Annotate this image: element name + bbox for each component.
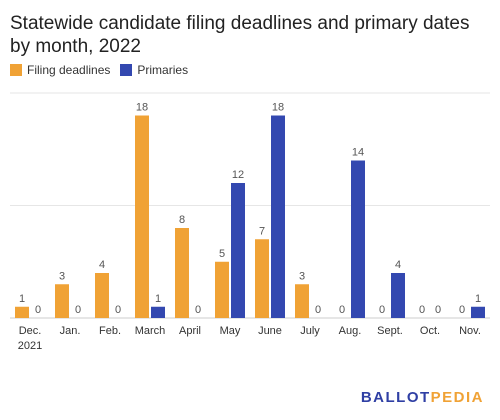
x-tick-label: Dec.: [19, 325, 42, 337]
x-tick-label: Feb.: [99, 325, 121, 337]
data-label: 0: [435, 304, 441, 316]
data-label: 3: [59, 270, 65, 282]
data-label: 0: [339, 304, 345, 316]
data-label: 4: [99, 259, 105, 271]
data-label: 18: [136, 102, 148, 114]
bar-primaries: [151, 306, 165, 318]
legend-label-filing-deadlines: Filing deadlines: [27, 63, 111, 77]
data-label: 0: [115, 304, 121, 316]
bar-filing-deadlines: [135, 115, 149, 318]
bar-filing-deadlines: [255, 239, 269, 318]
data-label: 1: [19, 293, 25, 305]
x-tick-label: Sept.: [377, 325, 403, 337]
ballotpedia-logo: BALLOTPEDIA: [360, 389, 484, 406]
data-label: 1: [475, 293, 481, 305]
data-label: 0: [459, 304, 465, 316]
bar-filing-deadlines: [215, 261, 229, 318]
data-label: 8: [179, 214, 185, 226]
data-label: 18: [272, 102, 284, 114]
data-label: 1: [155, 293, 161, 305]
bar-filing-deadlines: [175, 228, 189, 318]
bar-filing-deadlines: [295, 284, 309, 318]
legend: Filing deadlines Primaries: [10, 62, 198, 78]
legend-label-primaries: Primaries: [137, 63, 189, 77]
data-label: 0: [379, 304, 385, 316]
legend-item-filing-deadlines: Filing deadlines: [10, 63, 110, 77]
legend-swatch-primaries: [120, 64, 133, 76]
data-label: 0: [75, 304, 81, 316]
data-label: 12: [232, 169, 244, 181]
legend-item-primaries: Primaries: [120, 63, 188, 77]
data-label: 14: [352, 147, 364, 159]
x-tick-label: Oct.: [420, 325, 440, 337]
data-label: 0: [35, 304, 41, 316]
x-tick-label: July: [300, 325, 320, 337]
data-label: 3: [299, 270, 305, 282]
bar-filing-deadlines: [15, 306, 29, 318]
legend-swatch-filing-deadlines: [10, 64, 22, 76]
bar-primaries: [351, 160, 365, 318]
bar-filing-deadlines: [95, 273, 109, 318]
data-label: 7: [259, 225, 265, 237]
data-label: 5: [219, 248, 225, 260]
chart-title: Statewide candidate filing deadlines and…: [10, 13, 470, 57]
x-tick-label: Nov.: [459, 325, 481, 337]
x-tick-label: June: [258, 325, 282, 337]
x-tick-label: Jan.: [60, 325, 81, 337]
data-label: 0: [419, 304, 425, 316]
data-label: 0: [195, 304, 201, 316]
bar-primaries: [391, 273, 405, 318]
x-tick-label: April: [179, 325, 201, 337]
x-tick-label: 2021: [18, 340, 42, 352]
bar-filing-deadlines: [55, 284, 69, 318]
x-tick-label: Aug.: [339, 325, 362, 337]
bar-primaries: [231, 183, 245, 318]
x-tick-label: May: [220, 325, 241, 337]
data-label: 0: [315, 304, 321, 316]
x-tick-label: March: [135, 325, 166, 337]
data-label: 4: [395, 259, 401, 271]
bar-primaries: [471, 306, 485, 318]
bar-primaries: [271, 115, 285, 318]
